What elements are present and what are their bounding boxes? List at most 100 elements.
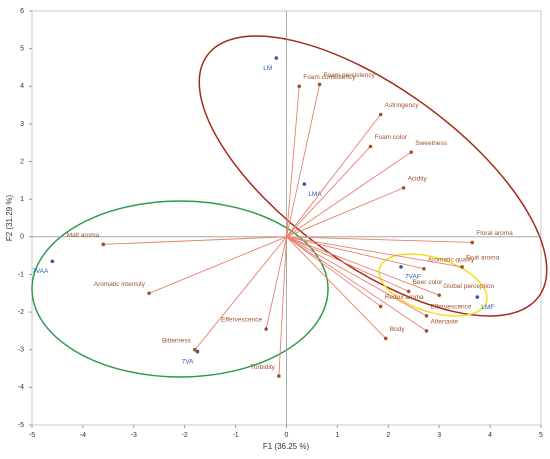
x-tick-label: -2 xyxy=(182,432,188,439)
loading-vector xyxy=(286,236,425,270)
sample-label: 7VA xyxy=(182,358,194,365)
y-tick-label: -3 xyxy=(18,347,24,354)
loading-vector xyxy=(286,146,371,238)
variable-label: Malt aroma xyxy=(67,232,100,239)
y-tick-label: 6 xyxy=(20,8,24,15)
loading-vector xyxy=(286,114,382,238)
variable-point xyxy=(409,150,414,154)
variable-label: Aftertaste xyxy=(430,319,458,326)
x-tick-label: 5 xyxy=(539,432,543,439)
cluster-ellipse xyxy=(31,200,329,378)
loading-vector xyxy=(265,236,287,330)
y-tick-label: 4 xyxy=(20,83,24,90)
y-tick-label: 2 xyxy=(20,158,24,165)
sample-point xyxy=(302,182,307,186)
loading-vector xyxy=(286,187,404,238)
sample-label: 7VAF xyxy=(405,274,421,281)
loading-vector xyxy=(286,151,412,238)
loading-vector xyxy=(286,236,381,307)
loading-vector xyxy=(148,236,287,294)
loading-vector xyxy=(286,236,440,296)
sample-label: LM xyxy=(263,65,272,72)
variable-point xyxy=(277,374,281,378)
variable-point xyxy=(101,242,106,247)
variable-point xyxy=(378,112,383,117)
variable-label: Aromatic intensity xyxy=(94,281,146,288)
variable-label: Foam consistency xyxy=(303,74,356,81)
y-tick-label: 5 xyxy=(20,45,24,52)
variable-point xyxy=(422,267,426,271)
variable-point xyxy=(406,289,411,294)
variable-label: Effervescence xyxy=(221,317,262,324)
y-tick-label: -1 xyxy=(18,271,24,278)
loading-vector xyxy=(286,84,321,237)
loading-vector xyxy=(278,236,287,377)
loading-vector xyxy=(286,236,387,339)
y-axis-title: F2 (31.29 %) xyxy=(5,195,14,242)
variable-label: Floral aroma xyxy=(476,230,513,237)
y-tick-label: 0 xyxy=(20,234,24,241)
variable-label: Redox aroma xyxy=(385,294,424,301)
sample-point xyxy=(399,265,403,269)
variable-label: Body xyxy=(390,326,406,333)
variable-label: Foam persistency xyxy=(324,72,376,79)
loading-vector xyxy=(286,236,473,243)
x-axis-title: F1 (36.25 %) xyxy=(263,442,310,451)
variable-point xyxy=(437,293,442,297)
x-tick-label: 4 xyxy=(488,432,492,439)
variable-point xyxy=(368,144,373,149)
y-tick-label: 3 xyxy=(20,121,24,128)
variable-point xyxy=(378,304,383,309)
x-tick-label: -4 xyxy=(80,432,86,439)
variable-label: Turbidity xyxy=(250,364,275,371)
variable-point xyxy=(317,82,322,87)
variable-point xyxy=(264,327,268,331)
sample-point xyxy=(475,295,480,299)
y-tick-label: 1 xyxy=(20,196,24,203)
x-tick-label: -1 xyxy=(232,432,238,439)
variable-label: Effervescence xyxy=(430,304,471,311)
sample-point xyxy=(195,349,200,354)
variable-label: Astringency xyxy=(385,102,420,109)
y-tick-label: -5 xyxy=(18,422,24,429)
variable-label: Fruit aroma xyxy=(466,255,500,262)
loading-vector xyxy=(286,86,300,237)
y-tick-label: -4 xyxy=(18,384,24,391)
variable-point xyxy=(297,84,302,89)
variable-point xyxy=(383,336,388,341)
sample-label: LMF xyxy=(481,304,494,311)
x-tick-label: -5 xyxy=(29,432,35,439)
loading-vector xyxy=(286,236,427,317)
loading-vector xyxy=(103,236,287,245)
variable-point xyxy=(470,240,475,245)
cluster-ellipse xyxy=(378,253,488,317)
sample-point xyxy=(50,259,55,264)
loading-vector xyxy=(286,236,409,292)
sample-point xyxy=(274,56,279,60)
variable-point xyxy=(147,291,151,296)
cluster-ellipse xyxy=(198,35,548,317)
x-tick-label: -3 xyxy=(131,432,137,439)
variable-point xyxy=(460,265,464,269)
x-tick-label: 0 xyxy=(285,432,289,439)
variable-point xyxy=(401,186,406,190)
variable-label: Foam color xyxy=(374,134,407,141)
variable-label: Beer color xyxy=(413,279,443,286)
sample-label: LMA xyxy=(308,191,322,198)
variable-label: Acidity xyxy=(408,176,428,183)
x-tick-label: 3 xyxy=(437,432,441,439)
variable-point xyxy=(424,329,429,333)
variable-point xyxy=(193,347,197,352)
y-tick-label: -2 xyxy=(18,309,24,316)
loading-vector xyxy=(286,236,463,268)
loading-vector xyxy=(286,236,427,332)
variable-point xyxy=(424,314,429,318)
x-tick-label: 1 xyxy=(335,432,339,439)
variable-label: Bitterness xyxy=(162,337,192,344)
sample-label: 7VAA xyxy=(32,268,49,275)
loading-vector xyxy=(194,236,287,351)
variable-label: Global perception xyxy=(443,283,494,290)
x-tick-label: 2 xyxy=(386,432,390,439)
variable-label: Sweetness xyxy=(415,140,448,147)
